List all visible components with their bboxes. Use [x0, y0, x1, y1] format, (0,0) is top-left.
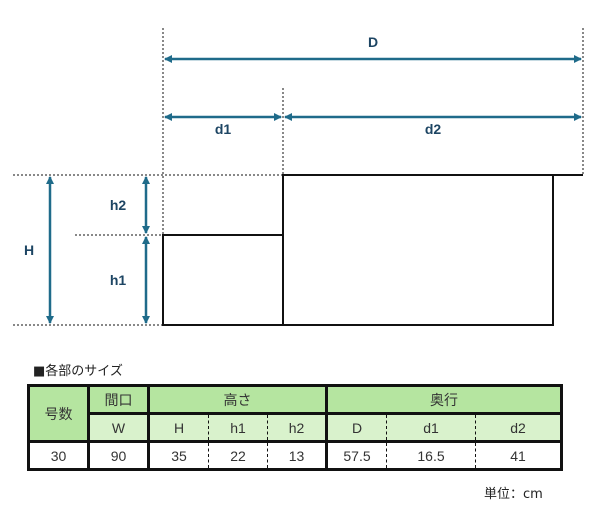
cell-h2: 13	[267, 440, 328, 471]
lower-shelf-outline	[162, 234, 284, 326]
d2-label: d2	[425, 121, 442, 137]
header-depth: 奥行	[325, 384, 563, 415]
header-height: 高さ	[147, 384, 328, 415]
subheader-W: W	[87, 412, 150, 443]
cell-d2: 41	[475, 440, 563, 471]
cell-W: 90	[87, 440, 150, 471]
cell-D: 57.5	[325, 440, 387, 471]
H-label: H	[24, 242, 34, 258]
header-width: 間口	[87, 384, 150, 415]
subheader-H: H	[147, 412, 209, 443]
upper-shelf-outline	[282, 174, 583, 326]
subheader-d2: d2	[475, 412, 563, 443]
subheader-d1: d1	[386, 412, 476, 443]
guide-lines	[13, 28, 584, 326]
size-table: 号数 間口 高さ 奥行 W H h1 h2 D d1 d2 30 90 35 2…	[27, 384, 563, 471]
D-label: D	[368, 34, 378, 50]
cell-H: 35	[147, 440, 209, 471]
d1-label: d1	[215, 121, 232, 137]
cell-d1: 16.5	[386, 440, 476, 471]
subheader-D: D	[325, 412, 387, 443]
cell-number: 30	[27, 440, 90, 471]
subheader-h2: h2	[267, 412, 328, 443]
table-title: ■各部のサイズ	[33, 364, 123, 379]
unit-note: 単位：cm	[484, 487, 543, 502]
h1-label: h1	[110, 272, 127, 288]
cell-h1: 22	[208, 440, 268, 471]
subheader-h1: h1	[208, 412, 268, 443]
dimension-diagram: D d1 d2 H h2 h1	[13, 28, 584, 326]
h2-label: h2	[110, 197, 127, 213]
header-number: 号数	[27, 384, 90, 443]
